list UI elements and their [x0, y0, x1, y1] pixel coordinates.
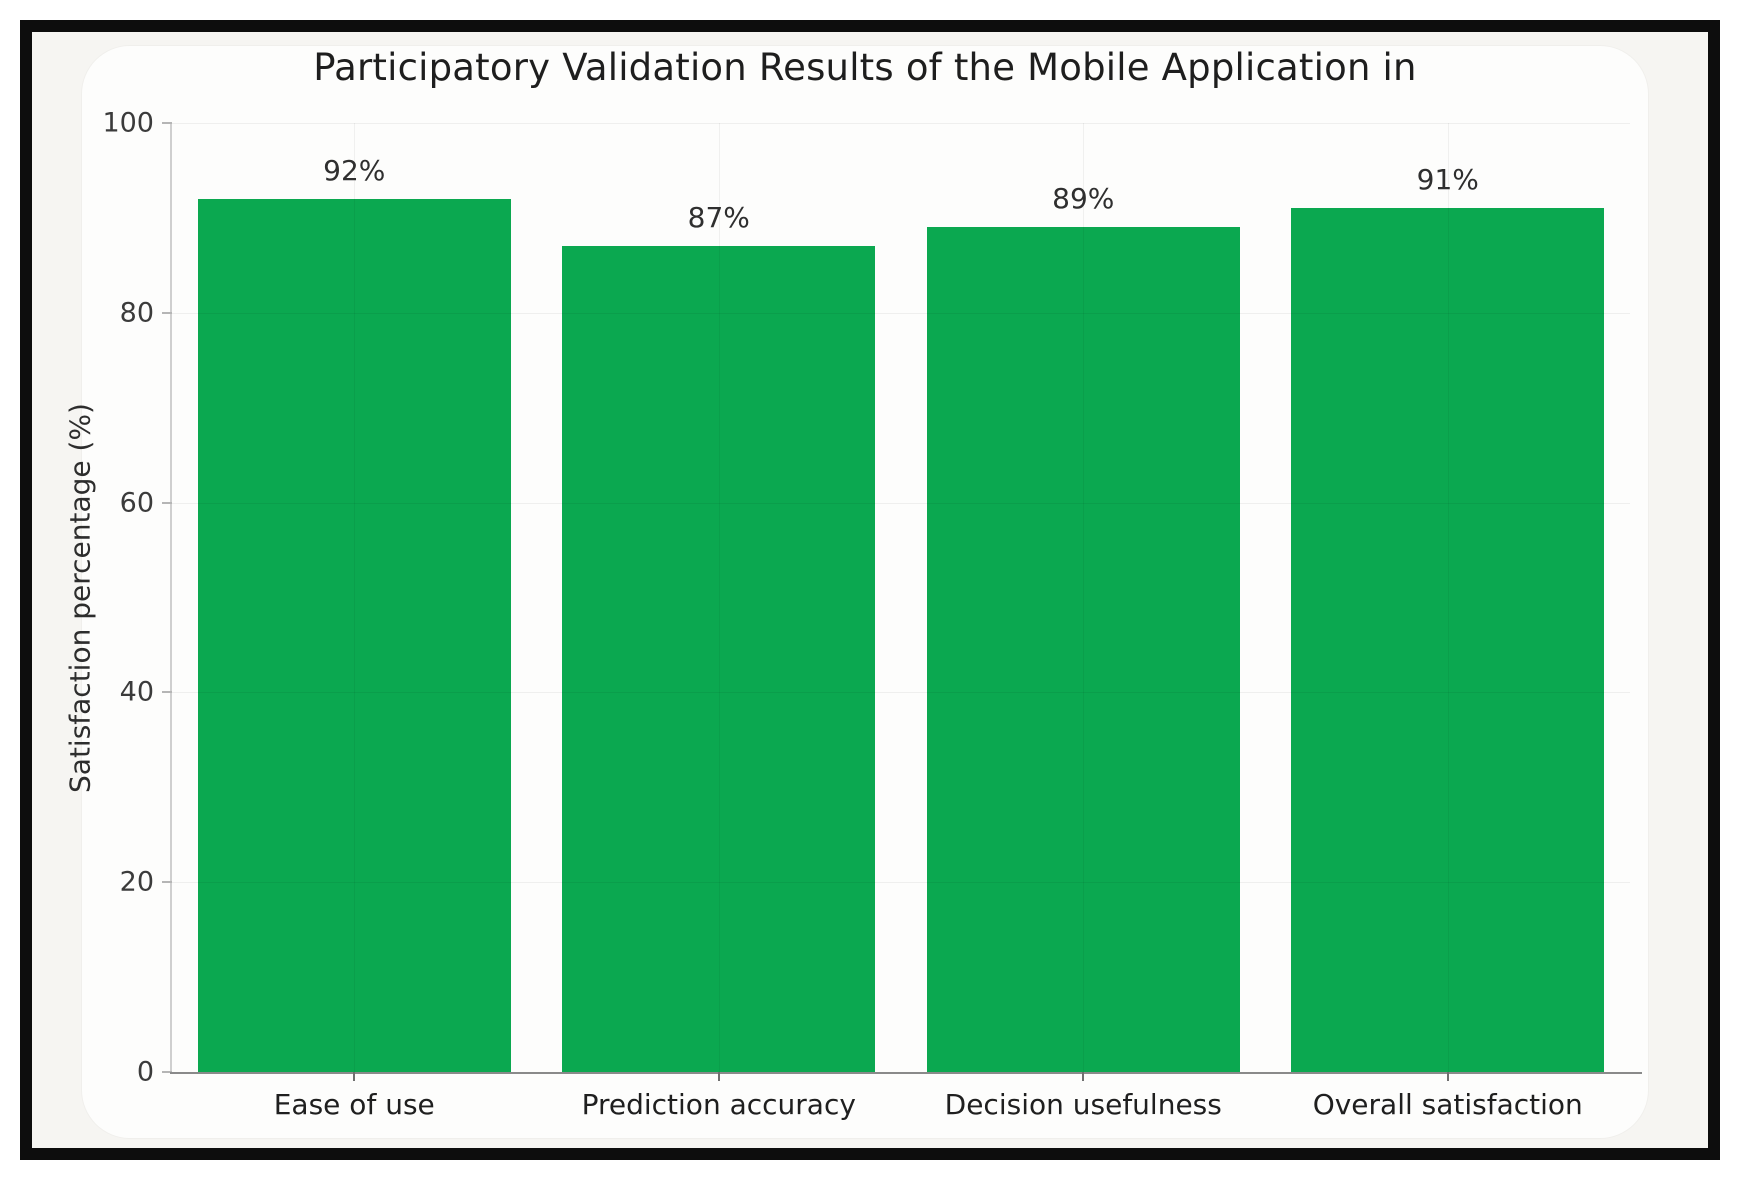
category-column: 91% Overall satisfaction	[1266, 123, 1631, 1121]
bar-value-label: 87%	[687, 201, 750, 235]
x-tick-label: Decision usefulness	[944, 1088, 1222, 1121]
vertical-gridline	[1083, 123, 1085, 1072]
y-tick-mark	[162, 881, 172, 884]
y-tick-label: 80	[119, 297, 154, 329]
y-axis-title: Satisfaction percentage (%)	[63, 402, 97, 793]
category-column: 89% Decision usefulness	[901, 123, 1266, 1121]
horizontal-gridline	[172, 882, 1630, 884]
horizontal-gridline	[172, 123, 1630, 124]
y-tick-label: 100	[102, 107, 154, 139]
y-axis-spine	[170, 123, 172, 1072]
y-tick-label: 60	[119, 487, 154, 519]
bar-3	[926, 227, 1240, 1072]
bar-1	[197, 198, 511, 1072]
x-tick-label: Ease of use	[273, 1088, 435, 1121]
category-column: 87% Prediction accuracy	[537, 123, 902, 1121]
horizontal-gridline	[172, 692, 1630, 694]
x-axis-spine	[170, 1072, 1642, 1074]
bar-2	[562, 246, 876, 1072]
y-tick-label: 0	[136, 1056, 154, 1088]
bar-4	[1291, 208, 1605, 1072]
bar-value-label: 89%	[1052, 182, 1115, 216]
vertical-gridline	[1447, 123, 1449, 1072]
plot-area: Satisfaction percentage (%) 0 20 40 60 80 100…	[64, 108, 1642, 1121]
vertical-gridline	[354, 123, 356, 1072]
x-tick-mark	[717, 1072, 720, 1081]
x-tick-mark	[1446, 1072, 1449, 1081]
y-tick-label: 40	[119, 676, 154, 708]
category-column: 92% Ease of use	[172, 123, 537, 1121]
x-tick-mark	[353, 1072, 356, 1081]
y-tick-mark	[162, 501, 172, 504]
y-tick-mark	[162, 122, 172, 124]
x-tick-mark	[1082, 1072, 1085, 1081]
x-tick-label: Overall satisfaction	[1312, 1088, 1583, 1121]
horizontal-gridline	[172, 502, 1630, 504]
bar-value-label: 92%	[323, 153, 386, 187]
vertical-gridline	[718, 123, 720, 1072]
y-tick-mark	[162, 691, 172, 694]
y-tick-label: 20	[119, 866, 154, 898]
x-tick-label: Prediction accuracy	[581, 1088, 856, 1121]
y-tick-mark	[162, 1071, 172, 1073]
bar-value-label: 91%	[1416, 163, 1479, 197]
horizontal-gridline	[172, 312, 1630, 314]
chart-title: Participatory Validation Results of the …	[313, 46, 1417, 89]
y-tick-mark	[162, 311, 172, 314]
figure-border-frame: Participatory Validation Results of the …	[20, 20, 1720, 1160]
